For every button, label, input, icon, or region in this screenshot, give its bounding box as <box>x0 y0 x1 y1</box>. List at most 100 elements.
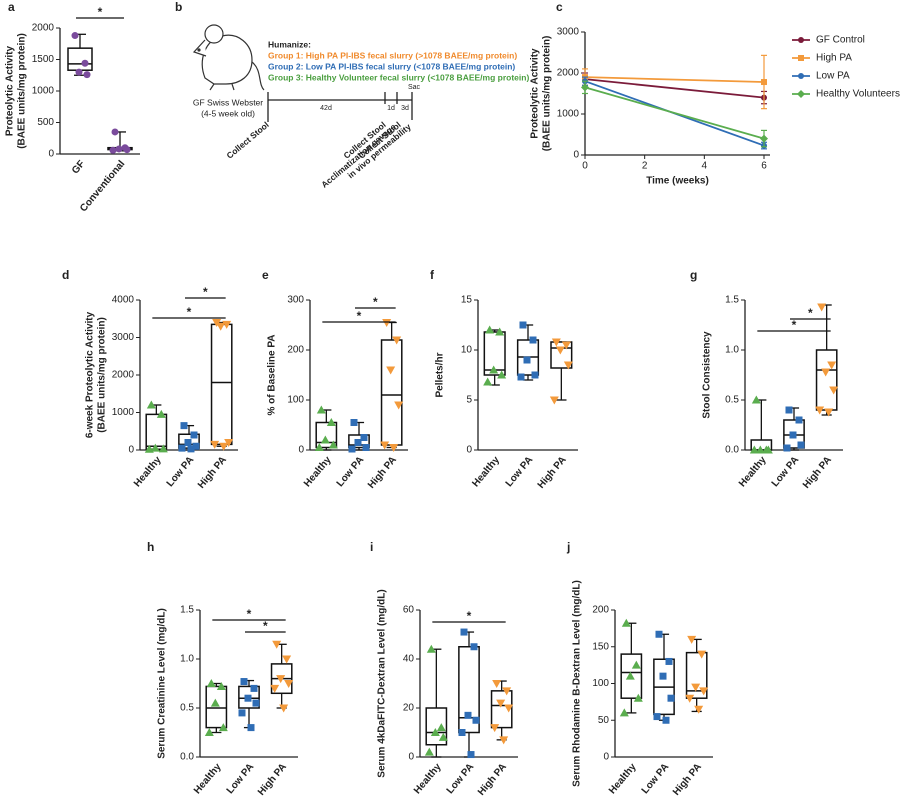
x-axis-title: Time (weeks) <box>646 176 709 187</box>
data-point <box>247 724 255 732</box>
x-tick-label: Healthy <box>412 761 444 796</box>
data-point <box>795 416 803 424</box>
x-tick-label: Low PA <box>445 762 477 797</box>
y-tick-label: 1000 <box>112 407 135 418</box>
data-point <box>504 704 514 713</box>
data-point <box>797 441 805 449</box>
data-point <box>354 439 362 446</box>
data-point <box>328 440 338 449</box>
x-tick-label: Low PA <box>165 455 197 490</box>
data-point <box>216 322 226 331</box>
panel-label: a <box>8 0 15 14</box>
box <box>380 339 403 446</box>
data-point <box>625 671 635 680</box>
data-point <box>496 699 506 708</box>
y-tick-label: 0 <box>298 445 304 456</box>
data-point <box>531 371 539 379</box>
data-point <box>621 618 631 627</box>
x-tick-label: High PA <box>256 762 289 798</box>
y-tick-label: 0 <box>48 149 54 160</box>
x-tick-label: Low PA <box>640 762 672 797</box>
data-point <box>187 445 195 453</box>
legend-marker <box>798 37 804 43</box>
x-tick-label: GF <box>70 159 87 177</box>
panel-label: c <box>556 0 563 14</box>
data-point <box>394 401 404 410</box>
data-point <box>150 443 160 452</box>
data-point <box>665 657 673 665</box>
panel-label: i <box>370 540 373 554</box>
x-tick-label: 0 <box>582 161 588 172</box>
data-point <box>348 445 356 453</box>
y-axis-title: 6-week Proteolytic Activity <box>85 311 96 438</box>
data-point <box>81 59 89 67</box>
humanize-title: Humanize: <box>268 39 311 49</box>
x-tick-label: High PA <box>536 455 569 491</box>
data-point <box>763 445 773 454</box>
x-tick-label: High PA <box>366 455 399 491</box>
data-point <box>827 361 837 370</box>
x-tick-label: High PA <box>671 762 704 798</box>
data-point <box>464 711 472 719</box>
legend-label: Low PA <box>816 71 850 82</box>
significance-star: * <box>808 306 813 320</box>
significance-star: * <box>247 607 252 621</box>
y-axis-title: (BAEE units/mg protein) <box>542 36 553 152</box>
data-point <box>489 365 499 374</box>
data-point <box>829 386 839 395</box>
x-tick-label: Healthy <box>302 454 334 489</box>
data-point <box>146 400 156 409</box>
data-point <box>751 395 761 404</box>
mouse-ear <box>204 24 224 44</box>
data-point <box>789 431 797 439</box>
mouse-eye <box>197 48 201 52</box>
significance-star: * <box>203 285 208 299</box>
data-point <box>529 336 537 344</box>
significance-star: * <box>98 5 103 19</box>
group-text: Group 3: Healthy Volunteer fecal slurry … <box>268 72 529 82</box>
legend-label: High PA <box>816 53 852 64</box>
data-point <box>123 146 131 154</box>
significance-star: * <box>467 609 472 623</box>
y-tick-label: 0 <box>128 445 134 456</box>
data-point <box>549 396 559 405</box>
x-tick-label: Low PA <box>504 455 536 490</box>
timeline <box>267 92 413 122</box>
data-point <box>519 321 527 329</box>
y-axis-title: Pellets/hr <box>435 352 446 397</box>
x-tick-label: 6 <box>761 161 767 172</box>
y-tick-label: 0.5 <box>180 703 194 714</box>
panel-label: j <box>566 540 570 554</box>
data-point <box>192 442 200 450</box>
data-point <box>483 377 493 386</box>
x-tick-label: Low PA <box>770 455 802 490</box>
legend-marker <box>797 90 805 98</box>
data-point <box>210 698 220 707</box>
panel-label: b <box>175 0 182 14</box>
mouse-label: GF Swiss Webster <box>193 97 263 107</box>
data-point <box>821 368 831 377</box>
group-text: Group 1: High PA PI-IBS fecal slurry (>1… <box>268 50 517 60</box>
data-point <box>755 445 765 454</box>
data-point <box>495 327 505 336</box>
data-point <box>472 716 480 724</box>
y-tick-label: 100 <box>287 395 304 406</box>
y-tick-label: 0.0 <box>725 445 739 456</box>
data-point <box>83 71 91 79</box>
data-point <box>204 728 214 736</box>
data-point <box>144 444 154 453</box>
data-point <box>279 704 289 713</box>
y-tick-label: 500 <box>37 117 54 128</box>
y-axis-title: Serum 4kDaFITC-Dextran Level (mg/dL) <box>377 589 388 777</box>
data-point <box>485 325 495 334</box>
data-point <box>270 684 280 693</box>
data-point <box>581 83 589 92</box>
y-axis-title: Stool Consistency <box>702 331 713 419</box>
y-tick-label: 1.5 <box>725 295 739 306</box>
data-point <box>499 736 509 745</box>
data-point <box>785 406 793 414</box>
box <box>145 413 168 450</box>
duration: 1d <box>387 105 395 112</box>
y-axis-title: Serum Creatinine Level (mg/dL) <box>157 608 168 759</box>
data-point <box>497 370 507 379</box>
